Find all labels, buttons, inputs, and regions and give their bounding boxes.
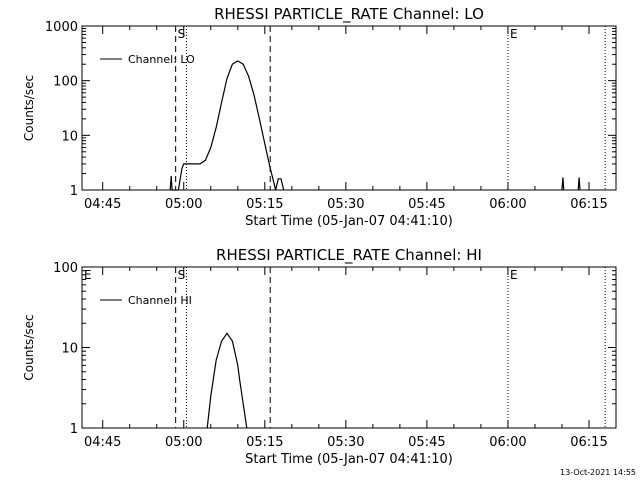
plot1-y-tick-label: 1 (70, 184, 78, 199)
plot1-marker-label: E (510, 27, 518, 41)
plot2-y-tick-label: 100 (53, 261, 78, 276)
plot2-y-tick-label: 1 (70, 422, 78, 437)
plot1-series-line (169, 60, 581, 191)
plot2-x-tick-label: 05:15 (246, 435, 283, 450)
plot1-x-tick-label: 05:00 (165, 197, 202, 212)
plot2-x-tick-label: 05:30 (327, 435, 364, 450)
plot1-marker-label: S (178, 27, 186, 41)
plot1-x-tick-label: 05:30 (327, 197, 364, 212)
plot1-title: RHESSI PARTICLE_RATE Channel: LO (214, 5, 484, 24)
plot2-marker-label: S (178, 268, 186, 282)
plot1-y-tick-label: 1000 (45, 20, 78, 35)
plot1-x-tick-label: 06:00 (489, 197, 526, 212)
plot1-y-axis-label: Counts/sec (22, 75, 36, 141)
plot2-x-axis-label: Start Time (05-Jan-07 04:41:10) (245, 452, 453, 467)
plot2-x-tick-label: 04:45 (84, 435, 121, 450)
footer-date: 13-Oct-2021 14:55 (560, 468, 636, 477)
plot2-marker-label: E (84, 268, 92, 282)
plot2-y-tick-label: 10 (61, 342, 78, 357)
plot2-y-axis-label: Counts/sec (22, 314, 36, 380)
plot1-axes-frame (81, 25, 617, 191)
plot2-title: RHESSI PARTICLE_RATE Channel: HI (216, 246, 482, 265)
plot1-x-tick-label: 06:15 (570, 197, 607, 212)
plot1-legend-label: Channel: LO (128, 53, 195, 66)
plot2-legend-label: Channel: HI (128, 294, 192, 307)
plot1-y-tick-label: 10 (61, 129, 78, 144)
plot1-x-tick-label: 05:15 (246, 197, 283, 212)
plot1-y-tick-label: 100 (53, 75, 78, 90)
plot2-marker-label: E (510, 268, 518, 282)
plot2-x-tick-label: 06:00 (489, 435, 526, 450)
plot2-axes-frame (81, 266, 617, 429)
plot2-x-tick-label: 05:00 (165, 435, 202, 450)
plot1-x-axis-label: Start Time (05-Jan-07 04:41:10) (245, 214, 453, 229)
plot2-series-line (206, 332, 248, 429)
plot1-x-tick-label: 05:45 (408, 197, 445, 212)
plot2-x-tick-label: 05:45 (408, 435, 445, 450)
plot1-x-tick-label: 04:45 (84, 197, 121, 212)
plot2-x-tick-label: 06:15 (570, 435, 607, 450)
